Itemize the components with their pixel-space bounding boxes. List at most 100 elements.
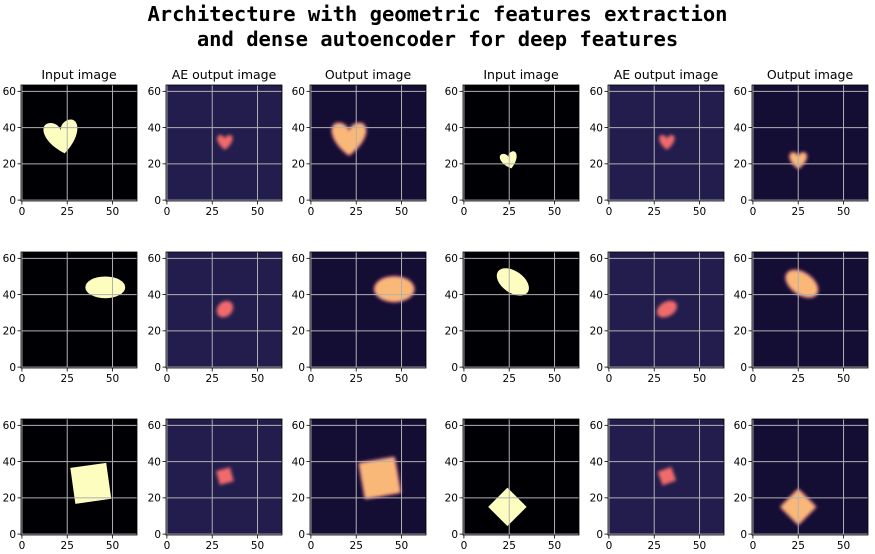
y-tick-label: 20 (3, 326, 16, 338)
x-tick-label: 50 (693, 206, 706, 218)
panel-background (752, 252, 868, 368)
x-tick-label: 25 (792, 540, 805, 552)
y-tick-label: 60 (3, 420, 16, 432)
y-tick-label: 60 (3, 86, 16, 98)
y-tick-label: 40 (148, 456, 161, 468)
x-tick-label: 25 (503, 540, 516, 552)
x-tick-label: 25 (350, 373, 363, 385)
y-tick-label: 0 (451, 362, 458, 374)
y-tick-label: 60 (148, 86, 161, 98)
x-tick-label: 25 (61, 373, 74, 385)
x-tick-label: 50 (548, 540, 561, 552)
x-tick-label: 25 (792, 206, 805, 218)
x-tick-label: 0 (750, 206, 757, 218)
panel-background (310, 85, 426, 201)
x-tick-label: 50 (395, 373, 408, 385)
x-tick-label: 25 (503, 206, 516, 218)
y-tick-label: 60 (3, 253, 16, 265)
shape-ellipse (216, 300, 234, 318)
panel-frame (751, 251, 869, 369)
y-tick-label: 0 (154, 195, 161, 207)
x-tick-label: 50 (395, 540, 408, 552)
x-tick-label: 0 (164, 206, 171, 218)
x-tick-label: 0 (606, 206, 613, 218)
x-tick-label: 0 (164, 540, 171, 552)
panel-r0-c5: 0 25 50 0 20 40 60 Output image (734, 67, 869, 218)
shape-square (216, 467, 234, 485)
x-tick-label: 25 (61, 540, 74, 552)
y-tick-label: 40 (734, 122, 747, 134)
panel-background (463, 419, 579, 535)
y-tick-label: 0 (298, 362, 305, 374)
x-tick-label: 50 (693, 540, 706, 552)
panel-frame (165, 251, 283, 369)
y-tick-label: 60 (590, 86, 603, 98)
panel-title: AE output image (614, 67, 719, 82)
y-tick-label: 20 (148, 493, 161, 505)
y-tick-label: 60 (292, 86, 305, 98)
y-tick-label: 60 (292, 420, 305, 432)
panel-background (310, 252, 426, 368)
x-tick-label: 50 (251, 206, 264, 218)
panel-r1-c0: 0 25 50 0 20 40 60 (3, 251, 138, 385)
y-tick-label: 20 (734, 326, 747, 338)
shape-ellipse (496, 268, 529, 296)
y-tick-label: 60 (590, 253, 603, 265)
y-tick-label: 0 (154, 362, 161, 374)
y-tick-label: 40 (3, 122, 16, 134)
panel-r2-c5: 0 25 50 0 20 40 60 (734, 418, 869, 552)
y-tick-label: 20 (292, 326, 305, 338)
y-tick-label: 20 (292, 159, 305, 171)
y-tick-label: 20 (445, 326, 458, 338)
panel-background (752, 419, 868, 535)
panel-background (21, 252, 137, 368)
figure-title-line-2: and dense autoencoder for deep features (196, 27, 679, 51)
y-tick-label: 20 (445, 493, 458, 505)
x-tick-label: 25 (648, 373, 661, 385)
shape-ellipse (85, 276, 126, 299)
x-tick-label: 0 (308, 540, 315, 552)
panel-r2-c3: 0 25 50 0 20 40 60 (445, 418, 580, 552)
x-tick-label: 25 (206, 206, 219, 218)
panel-frame (20, 251, 138, 369)
y-tick-label: 40 (292, 456, 305, 468)
panel-frame (165, 84, 283, 202)
y-tick-label: 20 (590, 493, 603, 505)
x-tick-label: 0 (750, 540, 757, 552)
panel-r0-c3: 0 25 50 0 20 40 60 Input image (445, 67, 580, 218)
x-tick-label: 25 (792, 373, 805, 385)
panel-title: Input image (483, 67, 559, 82)
shape-heart (659, 135, 675, 150)
panel-r0-c0: 0 25 50 0 20 40 60 Input image (3, 67, 138, 218)
panel-frame (607, 84, 725, 202)
y-tick-label: 20 (590, 159, 603, 171)
y-tick-label: 60 (292, 253, 305, 265)
shape-heart (217, 135, 233, 150)
x-tick-label: 25 (206, 540, 219, 552)
y-tick-label: 0 (9, 195, 16, 207)
x-tick-label: 50 (251, 373, 264, 385)
y-tick-label: 60 (445, 420, 458, 432)
y-tick-label: 0 (740, 195, 747, 207)
x-tick-label: 0 (461, 540, 468, 552)
y-tick-label: 20 (590, 326, 603, 338)
y-tick-label: 20 (734, 159, 747, 171)
panel-frame (462, 418, 580, 536)
panel-frame (462, 251, 580, 369)
figure-title: Architecture with geometric features ext… (0, 2, 875, 52)
x-tick-label: 50 (251, 540, 264, 552)
x-tick-label: 25 (61, 206, 74, 218)
y-tick-label: 20 (3, 493, 16, 505)
panel-frame (309, 418, 427, 536)
panel-frame (165, 418, 283, 536)
x-tick-label: 0 (461, 206, 468, 218)
y-tick-label: 20 (148, 159, 161, 171)
shape-square (358, 456, 401, 499)
panel-r2-c1: 0 25 50 0 20 40 60 (148, 418, 283, 552)
y-tick-label: 0 (596, 362, 603, 374)
panel-frame (309, 251, 427, 369)
x-tick-label: 0 (606, 373, 613, 385)
x-tick-label: 0 (461, 373, 468, 385)
y-tick-label: 20 (734, 493, 747, 505)
x-tick-label: 25 (350, 540, 363, 552)
